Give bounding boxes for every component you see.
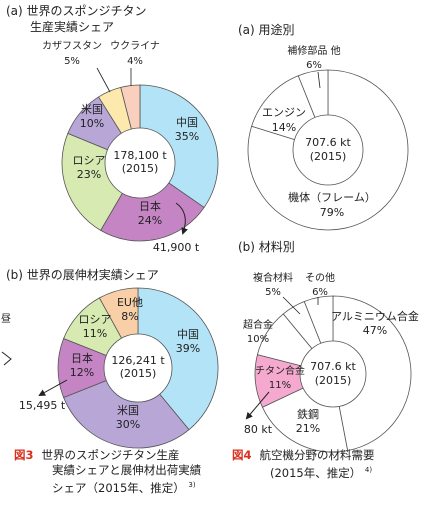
chart-subtitle: 生産実績シェア [30,19,114,34]
callout-value: 15,495 t [19,399,66,412]
slice-value-russia: 11% [83,327,107,340]
slice-label-japan: 日本 [71,351,93,365]
slice-label-steel: 鉄鋼 [297,407,319,421]
caption-line: (2015年、推定） [270,465,362,480]
chart-title: (a) 世界のスポンジチタン [6,4,147,18]
chart-by-material: (b) 材料別 707.6 kt (2015) アルミニウム合金 47% 鉄鋼 … [238,240,419,453]
pie-slice-1 [139,84,219,209]
slice-label-repair-parts: 補修部品 他 [287,44,340,57]
chart-sponge-titanium: (a) 世界のスポンジチタン 生産実績シェア 178,100 t (2015) … [6,4,219,254]
donut-hole [104,127,176,199]
callout-value: 41,900 t [153,241,200,254]
slice-value-usa: 10% [80,117,104,130]
slice-value-china: 35% [175,130,199,143]
slice-label-kazakhstan: カザフスタン [42,40,102,52]
pie-wrought-products [57,287,219,449]
center-total: 707.6 kt [310,360,356,373]
slice-label-airframe: 機体（フレーム） [288,190,376,204]
slice-value-usa: 30% [116,418,140,431]
leader-line-kazakhstan [96,67,111,93]
slice-value-airframe: 79% [320,206,344,219]
figure-number: 図3 [14,448,34,462]
center-total: 126,241 t [111,354,165,367]
reference-mark: 4) [364,466,373,474]
slice-value-china: 39% [176,342,200,355]
pie-slice-3 [57,338,140,398]
callout-arrow [175,202,188,235]
slice-label-titanium: チタン合金 [255,364,305,377]
cropped-glyph: 昼 [1,313,11,325]
pie-slice-1 [137,287,219,431]
reference-mark: 3) [188,481,196,489]
figure-number: 図4 [232,448,252,462]
leader-line-composite [282,296,301,315]
center-year: (2015) [120,367,157,380]
chart-wrought-products: (b) 世界の展伸材実績シェア 126,241 t (2015) 中国 39% … [6,267,219,449]
caption-line: 航空機分野の材料需要 [259,448,375,462]
donut-hole [103,333,173,403]
slice-value-kazakhstan: 5% [64,56,80,67]
slice-label-aluminum: アルミニウム合金 [331,309,419,323]
pie-slice-1 [332,295,412,452]
slice-label-russia: ロシア [73,154,106,167]
slice-label-superalloy: 超合金 [243,318,273,331]
pie-slice-2 [100,162,205,242]
cropped-mark [1,351,12,366]
pie-slice-2 [63,367,190,449]
slice-value-repair-parts: 6% [306,60,322,71]
slice-label-china: 中国 [177,328,199,341]
figure-caption-4: 図4 航空機分野の材料需要 (2015年、推定） 4) [232,448,424,481]
slice-label-composite: 複合材料 [253,271,293,284]
slice-label-russia: ロシア [79,313,112,326]
caption-line: 実績シェアと展伸材出荷実績 [52,463,202,477]
slice-label-other: その他 [305,271,335,284]
slice-value-japan: 12% [70,366,94,379]
slice-value-aluminum: 47% [363,324,387,337]
slice-label-usa: 米国 [117,404,139,417]
slice-label-japan: 日本 [139,199,161,213]
chart-title: (a) 用途別 [238,22,295,37]
slice-value-superalloy: 10% [247,334,269,345]
slice-value-russia: 23% [77,168,101,181]
chart-title: (b) 世界の展伸材実績シェア [6,267,159,282]
callout-arrow [245,391,270,420]
slice-value-other: 6% [312,287,328,298]
slice-label-china: 中国 [176,116,198,129]
center-total: 178,100 t [113,149,167,162]
center-year: (2015) [122,162,159,175]
slice-label-eu: EU他 [117,296,143,309]
slice-label-engine: エンジン [262,106,306,119]
center-year: (2015) [315,374,352,387]
slice-value-eu: 8% [121,310,138,323]
figure-caption-3: 図3 世界のスポンジチタン生産 実績シェアと展伸材出荷実績 シェア（2015年、推… [14,448,224,496]
callout-value: 80 kt [244,423,273,436]
callout-arrow [38,379,68,396]
slice-label-ukraine: ウクライナ [110,40,160,52]
slice-value-titanium: 11% [269,380,291,391]
slice-value-steel: 21% [296,422,320,435]
center-total: 707.6 kt [305,136,351,149]
donut-hole [292,114,364,186]
slice-label-usa: 米国 [81,103,103,116]
slice-value-japan: 24% [138,214,162,227]
slice-value-ukraine: 4% [127,56,143,67]
leader-line-repair-parts [317,71,321,89]
slice-value-engine: 14% [272,121,296,134]
caption-line: 世界のスポンジチタン生産 [41,448,180,462]
donut-hole [299,340,367,408]
chart-by-application: (a) 用途別 707.6 kt (2015) 機体（フレーム） 79% エンジ… [238,22,409,231]
caption-line: シェア（2015年、推定） [52,480,185,495]
chart-title: (b) 材料別 [238,240,295,254]
center-year: (2015) [310,150,347,163]
slice-value-composite: 5% [265,287,281,298]
